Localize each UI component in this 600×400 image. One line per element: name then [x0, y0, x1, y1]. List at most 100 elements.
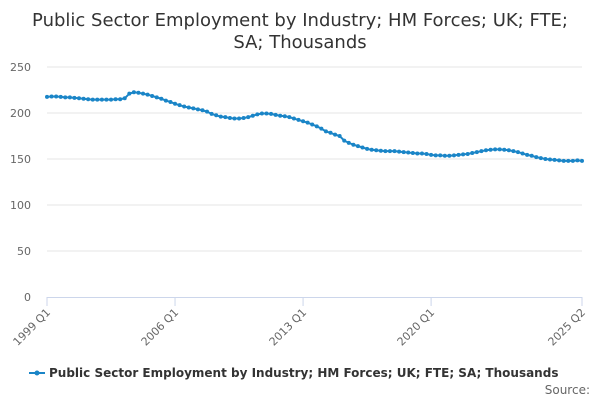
data-point[interactable]	[141, 91, 146, 96]
data-point[interactable]	[131, 90, 136, 95]
data-point[interactable]	[250, 113, 255, 118]
data-point[interactable]	[360, 145, 365, 150]
data-point[interactable]	[72, 95, 77, 100]
data-point[interactable]	[328, 130, 333, 135]
data-point[interactable]	[214, 113, 219, 118]
data-point[interactable]	[529, 153, 534, 158]
data-point[interactable]	[291, 116, 296, 121]
data-point[interactable]	[99, 97, 104, 102]
data-point[interactable]	[392, 149, 397, 154]
data-point[interactable]	[255, 112, 260, 117]
data-point[interactable]	[58, 94, 63, 99]
data-point[interactable]	[182, 104, 187, 109]
data-point[interactable]	[81, 96, 86, 101]
data-point[interactable]	[145, 92, 150, 97]
data-point[interactable]	[374, 148, 379, 153]
data-point[interactable]	[355, 144, 360, 149]
data-point[interactable]	[173, 101, 178, 106]
data-point[interactable]	[474, 150, 479, 155]
data-point[interactable]	[470, 151, 475, 156]
data-point[interactable]	[401, 150, 406, 155]
data-point[interactable]	[575, 158, 580, 163]
data-point[interactable]	[451, 153, 456, 158]
data-point[interactable]	[136, 90, 141, 95]
data-point[interactable]	[502, 147, 507, 152]
data-point[interactable]	[241, 116, 246, 121]
data-point[interactable]	[232, 116, 237, 121]
data-point[interactable]	[333, 132, 338, 137]
data-point[interactable]	[538, 156, 543, 161]
data-point[interactable]	[433, 153, 438, 158]
series-layer[interactable]	[45, 90, 584, 163]
data-point[interactable]	[49, 94, 54, 99]
data-point[interactable]	[218, 114, 223, 119]
data-point[interactable]	[442, 153, 447, 158]
legend[interactable]: Public Sector Employment by Industry; HM…	[29, 366, 558, 380]
series-line[interactable]	[46, 91, 583, 162]
data-point[interactable]	[520, 151, 525, 156]
data-point[interactable]	[566, 158, 571, 163]
data-point[interactable]	[511, 149, 516, 154]
data-point[interactable]	[351, 142, 356, 147]
data-point[interactable]	[552, 157, 557, 162]
data-point[interactable]	[264, 111, 269, 116]
data-point[interactable]	[63, 95, 68, 100]
data-point[interactable]	[387, 149, 392, 154]
data-point[interactable]	[319, 126, 324, 131]
data-point[interactable]	[54, 94, 59, 99]
data-point[interactable]	[118, 97, 123, 102]
data-point[interactable]	[369, 147, 374, 152]
data-point[interactable]	[543, 157, 548, 161]
data-point[interactable]	[310, 122, 315, 127]
data-point[interactable]	[159, 96, 164, 101]
data-point[interactable]	[525, 152, 530, 157]
data-point[interactable]	[296, 117, 301, 122]
data-point[interactable]	[346, 140, 351, 145]
data-point[interactable]	[557, 158, 562, 163]
data-point[interactable]	[534, 155, 539, 160]
data-point[interactable]	[150, 93, 155, 98]
data-point[interactable]	[127, 91, 132, 96]
data-point[interactable]	[497, 147, 502, 152]
data-point[interactable]	[397, 149, 402, 154]
data-point[interactable]	[314, 124, 319, 129]
data-point[interactable]	[493, 147, 498, 152]
data-point[interactable]	[456, 152, 461, 157]
data-point[interactable]	[278, 113, 283, 118]
data-point[interactable]	[547, 157, 552, 162]
data-point[interactable]	[177, 103, 182, 108]
data-point[interactable]	[237, 116, 242, 121]
data-point[interactable]	[378, 148, 383, 153]
data-point[interactable]	[223, 115, 228, 120]
data-point[interactable]	[337, 134, 342, 138]
data-point[interactable]	[77, 96, 82, 101]
data-point[interactable]	[488, 147, 493, 152]
data-point[interactable]	[191, 106, 196, 111]
data-point[interactable]	[163, 98, 168, 103]
data-point[interactable]	[113, 97, 118, 102]
data-point[interactable]	[168, 99, 173, 104]
data-point[interactable]	[424, 151, 429, 156]
data-point[interactable]	[287, 115, 292, 120]
data-point[interactable]	[570, 158, 575, 163]
data-point[interactable]	[506, 148, 511, 153]
data-point[interactable]	[67, 95, 72, 100]
data-point[interactable]	[415, 151, 420, 156]
data-point[interactable]	[438, 153, 443, 158]
data-point[interactable]	[282, 114, 287, 119]
data-point[interactable]	[259, 111, 264, 116]
data-point[interactable]	[109, 97, 114, 102]
data-point[interactable]	[419, 151, 424, 156]
data-point[interactable]	[86, 97, 91, 102]
data-point[interactable]	[95, 97, 100, 102]
data-point[interactable]	[323, 129, 328, 134]
data-point[interactable]	[301, 119, 306, 124]
data-point[interactable]	[104, 97, 109, 102]
data-point[interactable]	[154, 95, 159, 100]
data-point[interactable]	[406, 150, 411, 155]
data-point[interactable]	[269, 111, 274, 116]
data-point[interactable]	[200, 108, 205, 113]
data-point[interactable]	[273, 112, 278, 117]
data-point[interactable]	[561, 158, 566, 163]
data-point[interactable]	[410, 151, 415, 156]
